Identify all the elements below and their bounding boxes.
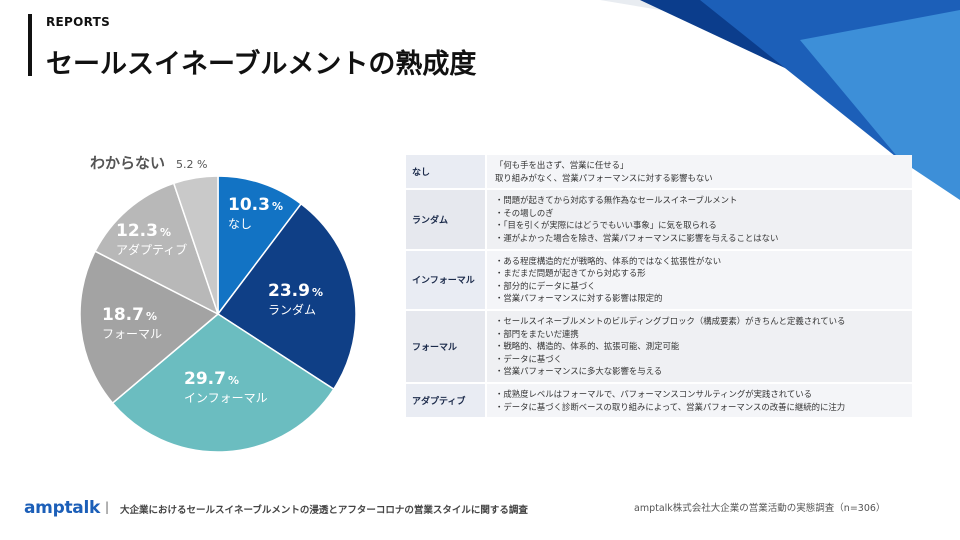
description-line: ・その場しのぎ bbox=[495, 207, 554, 218]
row-label: アダプティブ bbox=[406, 382, 486, 420]
description-line: 「何も手を出さず、営業に任せる」 bbox=[495, 160, 629, 170]
pie-label-1: 23.9 %ランダム bbox=[268, 281, 323, 317]
row-description: 「何も手を出さず、営業に任せる」取り組みがなく、営業パフォーマンスに対する影響も… bbox=[485, 155, 912, 191]
row-description: ・問題が起きてから対応する無作為なセールスイネーブルメント ・その場しのぎ・「目を… bbox=[485, 189, 912, 251]
pie-label-value: 18.7% bbox=[102, 305, 157, 325]
pie-slice-3 bbox=[79, 250, 220, 405]
pie-label-name: アダプティブ bbox=[116, 242, 187, 257]
description-line: ・成熟度レベルはフォーマルで、パフォーマンスコンサルティングが実践されている bbox=[495, 388, 812, 399]
pie-label-name: インフォーマル bbox=[184, 391, 268, 405]
footer-source: amptalk株式会社大企業の営業活動の実態調査（n=306） bbox=[634, 503, 886, 514]
pie-label-name: フォーマル bbox=[102, 327, 162, 341]
pie-label-value: 29.7% bbox=[184, 369, 239, 389]
description-line: ・部分的にデータに基づく bbox=[495, 280, 596, 291]
description-line: ・営業パフォーマンスに対する影響は限定的 bbox=[495, 293, 663, 304]
description-line: ・セールスイネーブルメントのビルディングブロック（構成要素）がきちんと定義されて… bbox=[495, 315, 846, 326]
description-line: ・まだまだ問題が起きてから対応する形 bbox=[495, 268, 646, 279]
pie-label-2: 29.7 % インフォーマル bbox=[184, 369, 268, 405]
footer-survey-title: 大企業におけるセールスイネーブルメントの浸透とアフターコロナの営業スタイルに関す… bbox=[120, 505, 528, 516]
pie-label-name: わからない bbox=[90, 154, 165, 172]
pie-label-name: ランダム bbox=[268, 302, 316, 317]
pie-slice-0 bbox=[217, 175, 303, 317]
title-accent-bar bbox=[28, 14, 32, 76]
pie-slice-1 bbox=[216, 202, 357, 391]
table-row: アダプティブ ・成熟度レベルはフォーマルで、パフォーマンスコンサルティングが実践さ… bbox=[406, 382, 912, 420]
description-line: ・営業パフォーマンスに多大な影響を与える bbox=[495, 366, 663, 377]
section-eyebrow: REPORTS bbox=[46, 15, 111, 29]
pie-label-0: 10.3 % なし bbox=[228, 195, 283, 231]
pie-label-4: 12.3 %アダプティブ bbox=[116, 221, 187, 257]
maturity-definitions-table: なし 「何も手を出さず、営業に任せる」取り組みがなく、営業パフォーマンスに対する影… bbox=[406, 155, 912, 420]
description-line: ・「目を引くが実際にはどうでもいい事象」に気を取られる bbox=[495, 220, 717, 231]
footer-separator: | bbox=[105, 500, 110, 514]
table-row: インフォーマル ・ある程度構造的だが戦略的、体系的ではなく拡張性がない ・まだまだ問… bbox=[406, 249, 912, 311]
maturity-pie-chart: 10.3 % なし 23.9 %ランダム 29.7 % インフォーマル 18.7 % フォーマル 12… bbox=[79, 154, 357, 453]
description-line: ・ある程度構造的だが戦略的、体系的ではなく拡張性がない bbox=[495, 255, 722, 266]
page-title: セールスイネーブルメントの熟成度 bbox=[46, 49, 477, 80]
pie-label-value: 10.3% bbox=[228, 195, 283, 215]
table-row: フォーマル ・セールスイネーブルメントのビルディングブロック（構成要素）がきちんと… bbox=[406, 309, 912, 384]
pie-label-name: なし bbox=[228, 217, 252, 231]
table-row: ランダム ・問題が起きてから対応する無作為なセールスイネーブルメント ・その場しのぎ… bbox=[406, 189, 912, 251]
table-row: なし 「何も手を出さず、営業に任せる」取り組みがなく、営業パフォーマンスに対する影… bbox=[406, 155, 912, 191]
pie-label-value: 5.2 % bbox=[176, 158, 207, 171]
row-label: フォーマル bbox=[406, 309, 486, 384]
description-line: ・部門をまたいだ連携 bbox=[495, 328, 579, 339]
pie-label-5: わからない 5.2 % bbox=[90, 154, 207, 172]
description-line: 取り組みがなく、営業パフォーマンスに対する影響もない bbox=[495, 172, 713, 183]
pie-label-value: 23.9% bbox=[268, 281, 323, 301]
row-description: ・成熟度レベルはフォーマルで、パフォーマンスコンサルティングが実践されている・デ… bbox=[485, 382, 912, 420]
description-line: ・戦略的、構造的、体系的、拡張可能、測定可能 bbox=[495, 341, 680, 352]
description-line: ・問題が起きてから対応する無作為なセールスイネーブルメント bbox=[495, 195, 738, 206]
row-description: ・セールスイネーブルメントのビルディングブロック（構成要素）がきちんと定義されて… bbox=[485, 309, 912, 384]
pie-slice-5 bbox=[172, 175, 219, 315]
row-label: ランダム bbox=[406, 189, 486, 251]
description-line: ・運がよかった場合を除き、営業パフォーマンスに影響を与えることはない bbox=[495, 232, 779, 243]
pie-slice-4 bbox=[94, 182, 220, 316]
pie-slice-2 bbox=[111, 313, 335, 453]
row-description: ・ある程度構造的だが戦略的、体系的ではなく拡張性がない ・まだまだ問題が起きてから… bbox=[485, 249, 912, 311]
row-label: なし bbox=[406, 155, 486, 191]
description-line: ・データに基づく bbox=[495, 353, 562, 364]
amptalk-logo: amptalk bbox=[24, 498, 100, 518]
description-line: ・データに基づく診断ベースの取り組みによって、営業パフォーマンスの改善に継続的に… bbox=[495, 401, 846, 412]
pie-label-3: 18.7 % フォーマル bbox=[102, 305, 162, 341]
pie-label-value: 12.3% bbox=[116, 221, 171, 241]
row-label: インフォーマル bbox=[406, 249, 486, 311]
